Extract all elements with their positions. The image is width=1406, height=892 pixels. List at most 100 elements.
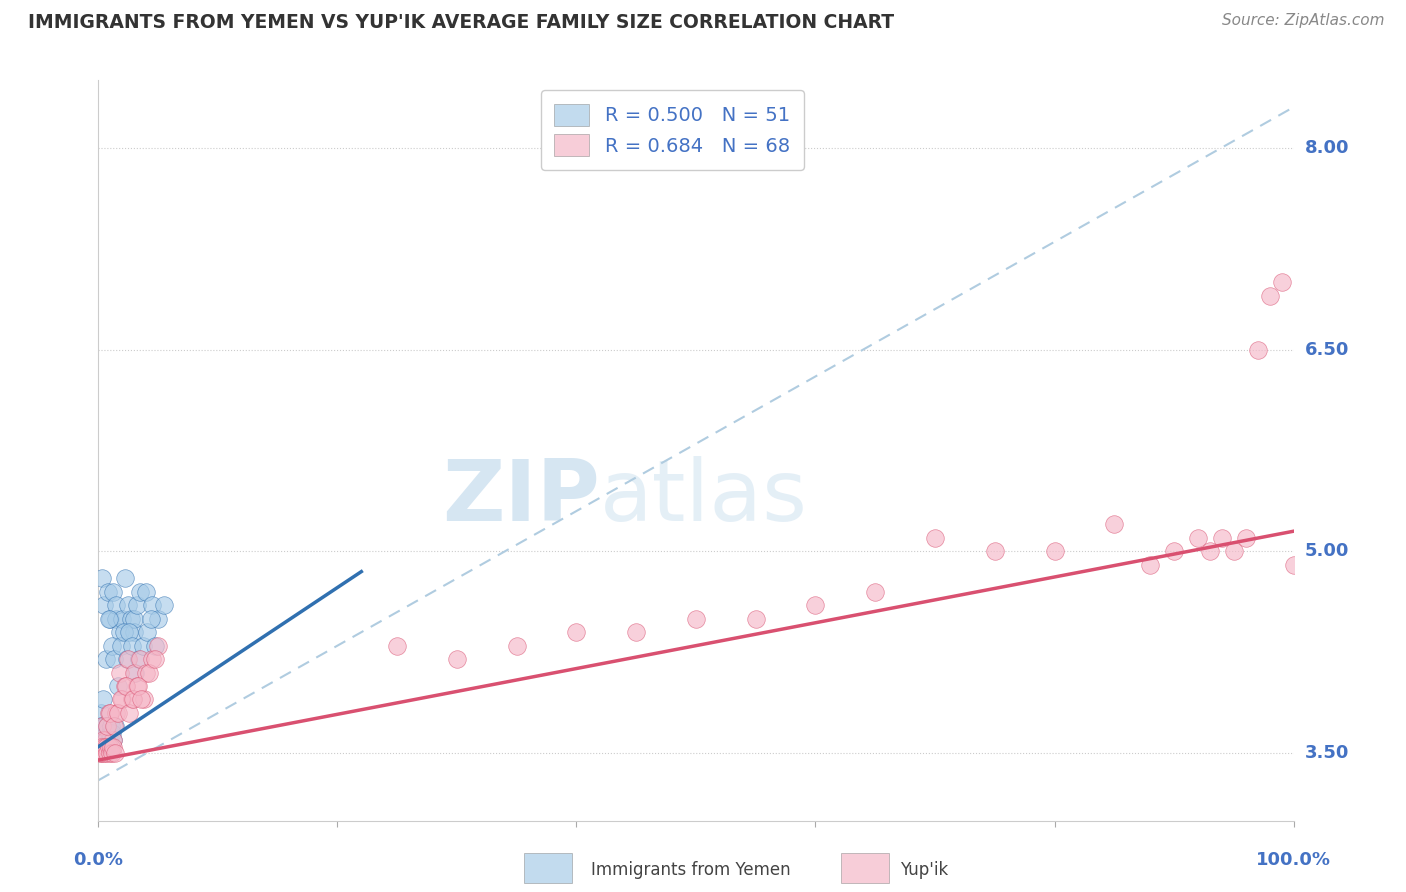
Point — [804, 599, 827, 613]
Point — [128, 652, 150, 666]
Point — [1211, 531, 1233, 545]
Point — [125, 599, 148, 613]
Point — [1187, 531, 1209, 545]
Text: Source: ZipAtlas.com: Source: ZipAtlas.com — [1222, 13, 1385, 29]
Legend: R = 0.500   N = 51, R = 0.684   N = 68: R = 0.500 N = 51, R = 0.684 N = 68 — [541, 90, 803, 169]
Point — [924, 531, 946, 545]
Point — [120, 612, 142, 626]
Point — [96, 726, 118, 740]
Point — [101, 747, 124, 761]
Point — [1199, 544, 1222, 558]
Point — [111, 692, 134, 706]
Point — [129, 652, 152, 666]
Point — [96, 747, 118, 761]
Point — [98, 612, 122, 626]
Point — [114, 571, 136, 585]
Point — [100, 739, 122, 754]
Point — [107, 679, 129, 693]
Point — [125, 679, 148, 693]
Point — [385, 639, 409, 653]
Text: 5.00: 5.00 — [1305, 542, 1348, 560]
Point — [94, 732, 117, 747]
Point — [98, 726, 121, 740]
Point — [97, 739, 120, 754]
Point — [121, 692, 143, 706]
Point — [96, 719, 118, 733]
Point — [124, 625, 146, 640]
Point — [685, 612, 707, 626]
Point — [94, 652, 117, 666]
Point — [153, 599, 176, 613]
Point — [101, 584, 124, 599]
Point — [91, 571, 114, 585]
Point — [626, 625, 648, 640]
Point — [98, 612, 121, 626]
Point — [148, 612, 170, 626]
Point — [94, 732, 117, 747]
Point — [108, 625, 131, 640]
Point — [101, 732, 124, 747]
Point — [90, 739, 112, 754]
Point — [90, 747, 112, 761]
Point — [132, 692, 155, 706]
Point — [148, 639, 170, 653]
Point — [103, 719, 125, 733]
Point — [98, 706, 121, 720]
Point — [1043, 544, 1066, 558]
Point — [96, 719, 118, 733]
Point — [124, 612, 146, 626]
Point — [91, 692, 114, 706]
Point — [139, 612, 162, 626]
Point — [1234, 531, 1257, 545]
Point — [91, 719, 114, 733]
Point — [94, 747, 117, 761]
Point — [1223, 544, 1246, 558]
Point — [91, 732, 114, 747]
Point — [131, 639, 153, 653]
Point — [111, 612, 134, 626]
Point — [565, 625, 588, 640]
Point — [103, 732, 125, 747]
Point — [143, 652, 166, 666]
Text: 3.50: 3.50 — [1305, 744, 1348, 763]
Point — [103, 739, 125, 754]
Point — [446, 652, 468, 666]
Point — [127, 679, 149, 693]
Point — [115, 679, 138, 693]
Point — [98, 706, 122, 720]
Text: 100.0%: 100.0% — [1256, 851, 1331, 869]
Point — [129, 584, 152, 599]
Point — [97, 732, 120, 747]
Point — [105, 599, 128, 613]
Point — [91, 726, 114, 740]
Point — [89, 747, 111, 761]
Point — [103, 652, 125, 666]
Point — [1282, 558, 1305, 572]
Point — [97, 584, 120, 599]
Point — [96, 739, 118, 754]
Point — [1258, 288, 1281, 302]
Point — [1247, 343, 1270, 357]
Point — [100, 719, 122, 733]
Text: 8.00: 8.00 — [1305, 138, 1350, 157]
Point — [108, 665, 131, 680]
Point — [121, 639, 143, 653]
Point — [112, 625, 135, 640]
Point — [100, 639, 122, 653]
Point — [122, 692, 145, 706]
Point — [117, 599, 139, 613]
Point — [1104, 517, 1126, 532]
Point — [90, 706, 112, 720]
Point — [103, 719, 125, 733]
Point — [105, 706, 128, 720]
Point — [984, 544, 1007, 558]
Point — [91, 747, 114, 761]
Text: atlas: atlas — [600, 456, 808, 539]
Point — [136, 625, 159, 640]
Point — [124, 665, 146, 680]
Point — [506, 639, 529, 653]
Point — [114, 679, 136, 693]
Text: 6.50: 6.50 — [1305, 341, 1348, 359]
Point — [117, 652, 139, 666]
Point — [1139, 558, 1161, 572]
